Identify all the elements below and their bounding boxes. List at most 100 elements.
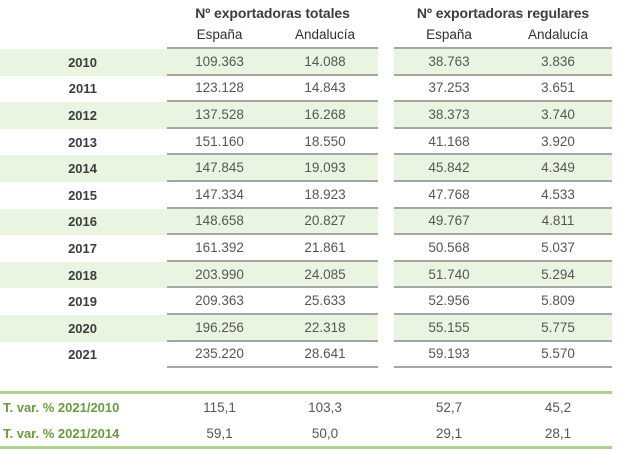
- column-gap: [378, 235, 394, 262]
- table-row: 2018 203.990 24.085 51.740 5.294: [0, 261, 612, 289]
- value-cell: 5.037: [504, 235, 612, 262]
- value-cell: 28.641: [272, 342, 378, 369]
- value-cell: 38.763: [394, 49, 504, 76]
- value-cell: 4.811: [504, 208, 612, 236]
- value-cell: 209.363: [167, 288, 272, 315]
- value-cell: 5.809: [504, 288, 612, 315]
- value-cell: 52.956: [394, 288, 504, 315]
- value-cell: 18.923: [272, 182, 378, 209]
- col-header-totales-andalucia: Andalucía: [272, 22, 378, 49]
- value-cell: 22.318: [272, 314, 378, 342]
- table-row: 2016 148.658 20.827 49.767 4.811: [0, 208, 612, 236]
- column-gap: [378, 0, 394, 22]
- value-cell: 147.845: [167, 155, 272, 182]
- table-row: 2017 161.392 21.861 50.568 5.037: [0, 235, 612, 262]
- group-header-totales: Nº exportadoras totales: [195, 5, 350, 21]
- value-cell: 52,7: [435, 399, 463, 415]
- value-cell: 38.373: [394, 102, 504, 129]
- table-row: 2010 109.363 14.088 38.763 3.836: [0, 49, 612, 76]
- value-cell: 25.633: [272, 288, 378, 315]
- value-cell: 5.294: [504, 261, 612, 289]
- value-cell: 41.168: [394, 129, 504, 156]
- column-gap: [378, 22, 394, 49]
- year-label: 2010: [0, 49, 167, 76]
- value-cell: 24.085: [272, 261, 378, 289]
- value-cell: 148.658: [167, 208, 272, 236]
- year-label: 2012: [0, 102, 167, 129]
- value-cell: 115,1: [203, 399, 236, 415]
- table-row: 2020 196.256 22.318 55.155 5.775: [0, 314, 612, 342]
- corner-blank: [0, 0, 167, 22]
- value-cell: 21.861: [272, 235, 378, 262]
- section-spacer: [0, 368, 618, 391]
- value-cell: 28,1: [544, 425, 572, 441]
- value-cell: 3.920: [504, 129, 612, 156]
- value-cell: 16.268: [272, 102, 378, 129]
- table-row: 2014 147.845 19.093 45.842 4.349: [0, 155, 612, 182]
- value-cell: 123.128: [167, 76, 272, 103]
- value-cell: 151.160: [167, 129, 272, 156]
- column-gap: [378, 128, 394, 156]
- year-label: 2015: [68, 187, 97, 203]
- variation-row: T. var. % 2021/2010 115,1 103,3 52,7 45,…: [0, 394, 612, 421]
- value-cell: 50,0: [311, 425, 339, 441]
- column-gap: [378, 288, 394, 315]
- value-cell: 161.392: [167, 235, 272, 262]
- value-cell: 14.088: [272, 49, 378, 76]
- year-label: 2013: [68, 134, 97, 150]
- group-header-regulares: Nº exportadoras regulares: [416, 5, 590, 21]
- year-label: 2016: [0, 208, 167, 236]
- table-row: 2011 123.128 14.843 37.253 3.651: [0, 75, 612, 103]
- table-row: 2019 209.363 25.633 52.956 5.809: [0, 288, 612, 315]
- column-gap: [378, 102, 394, 129]
- value-cell: 4.349: [504, 155, 612, 182]
- value-cell: 50.568: [394, 235, 504, 262]
- column-header-row: España Andalucía España Andalucía: [0, 22, 612, 49]
- value-cell: 37.253: [394, 76, 504, 103]
- column-gap: [378, 341, 394, 369]
- value-cell: 3.836: [504, 49, 612, 76]
- table-row: 2021 235.220 28.641 59.193 5.570: [0, 341, 612, 369]
- group-header-row: Nº exportadoras totales Nº exportadoras …: [0, 0, 612, 22]
- value-cell: 137.528: [167, 102, 272, 129]
- value-cell: 29,1: [435, 425, 463, 441]
- year-label: 2018: [0, 261, 167, 289]
- variation-row: T. var. % 2021/2014 59,1 50,0 29,1 28,1: [0, 420, 612, 447]
- value-cell: 59,1: [206, 425, 233, 441]
- column-gap: [378, 261, 394, 289]
- variation-label: T. var. % 2021/2014: [3, 425, 120, 441]
- value-cell: 5.570: [504, 342, 612, 369]
- year-label: 2014: [0, 155, 167, 182]
- table-row: 2013 151.160 18.550 41.168 3.920: [0, 128, 612, 156]
- value-cell: 203.990: [167, 261, 272, 289]
- year-label: 2019: [68, 294, 97, 310]
- value-cell: 3.651: [504, 76, 612, 103]
- value-cell: 109.363: [167, 49, 272, 76]
- value-cell: 18.550: [272, 129, 378, 156]
- value-cell: 3.740: [504, 102, 612, 129]
- column-gap: [378, 181, 394, 209]
- green-divider-bottom: [0, 446, 612, 450]
- value-cell: 20.827: [272, 208, 378, 236]
- column-gap: [378, 49, 394, 76]
- value-cell: 45.842: [394, 155, 504, 182]
- col-header-totales-espana: España: [167, 22, 272, 49]
- value-cell: 55.155: [394, 314, 504, 342]
- value-cell: 147.334: [167, 182, 272, 209]
- year-label: 2020: [0, 314, 167, 342]
- value-cell: 45,2: [544, 399, 572, 415]
- value-cell: 47.768: [394, 182, 504, 209]
- value-cell: 51.740: [394, 261, 504, 289]
- value-cell: 59.193: [394, 342, 504, 369]
- year-label: 2021: [68, 347, 97, 363]
- col-header-regulares-espana: España: [394, 22, 504, 49]
- column-gap: [378, 155, 394, 182]
- value-cell: 49.767: [394, 208, 504, 236]
- value-cell: 19.093: [272, 155, 378, 182]
- year-label: 2017: [68, 240, 97, 256]
- column-gap: [378, 420, 394, 447]
- value-cell: 4.533: [504, 182, 612, 209]
- column-gap: [378, 394, 394, 421]
- corner-blank: [0, 22, 167, 49]
